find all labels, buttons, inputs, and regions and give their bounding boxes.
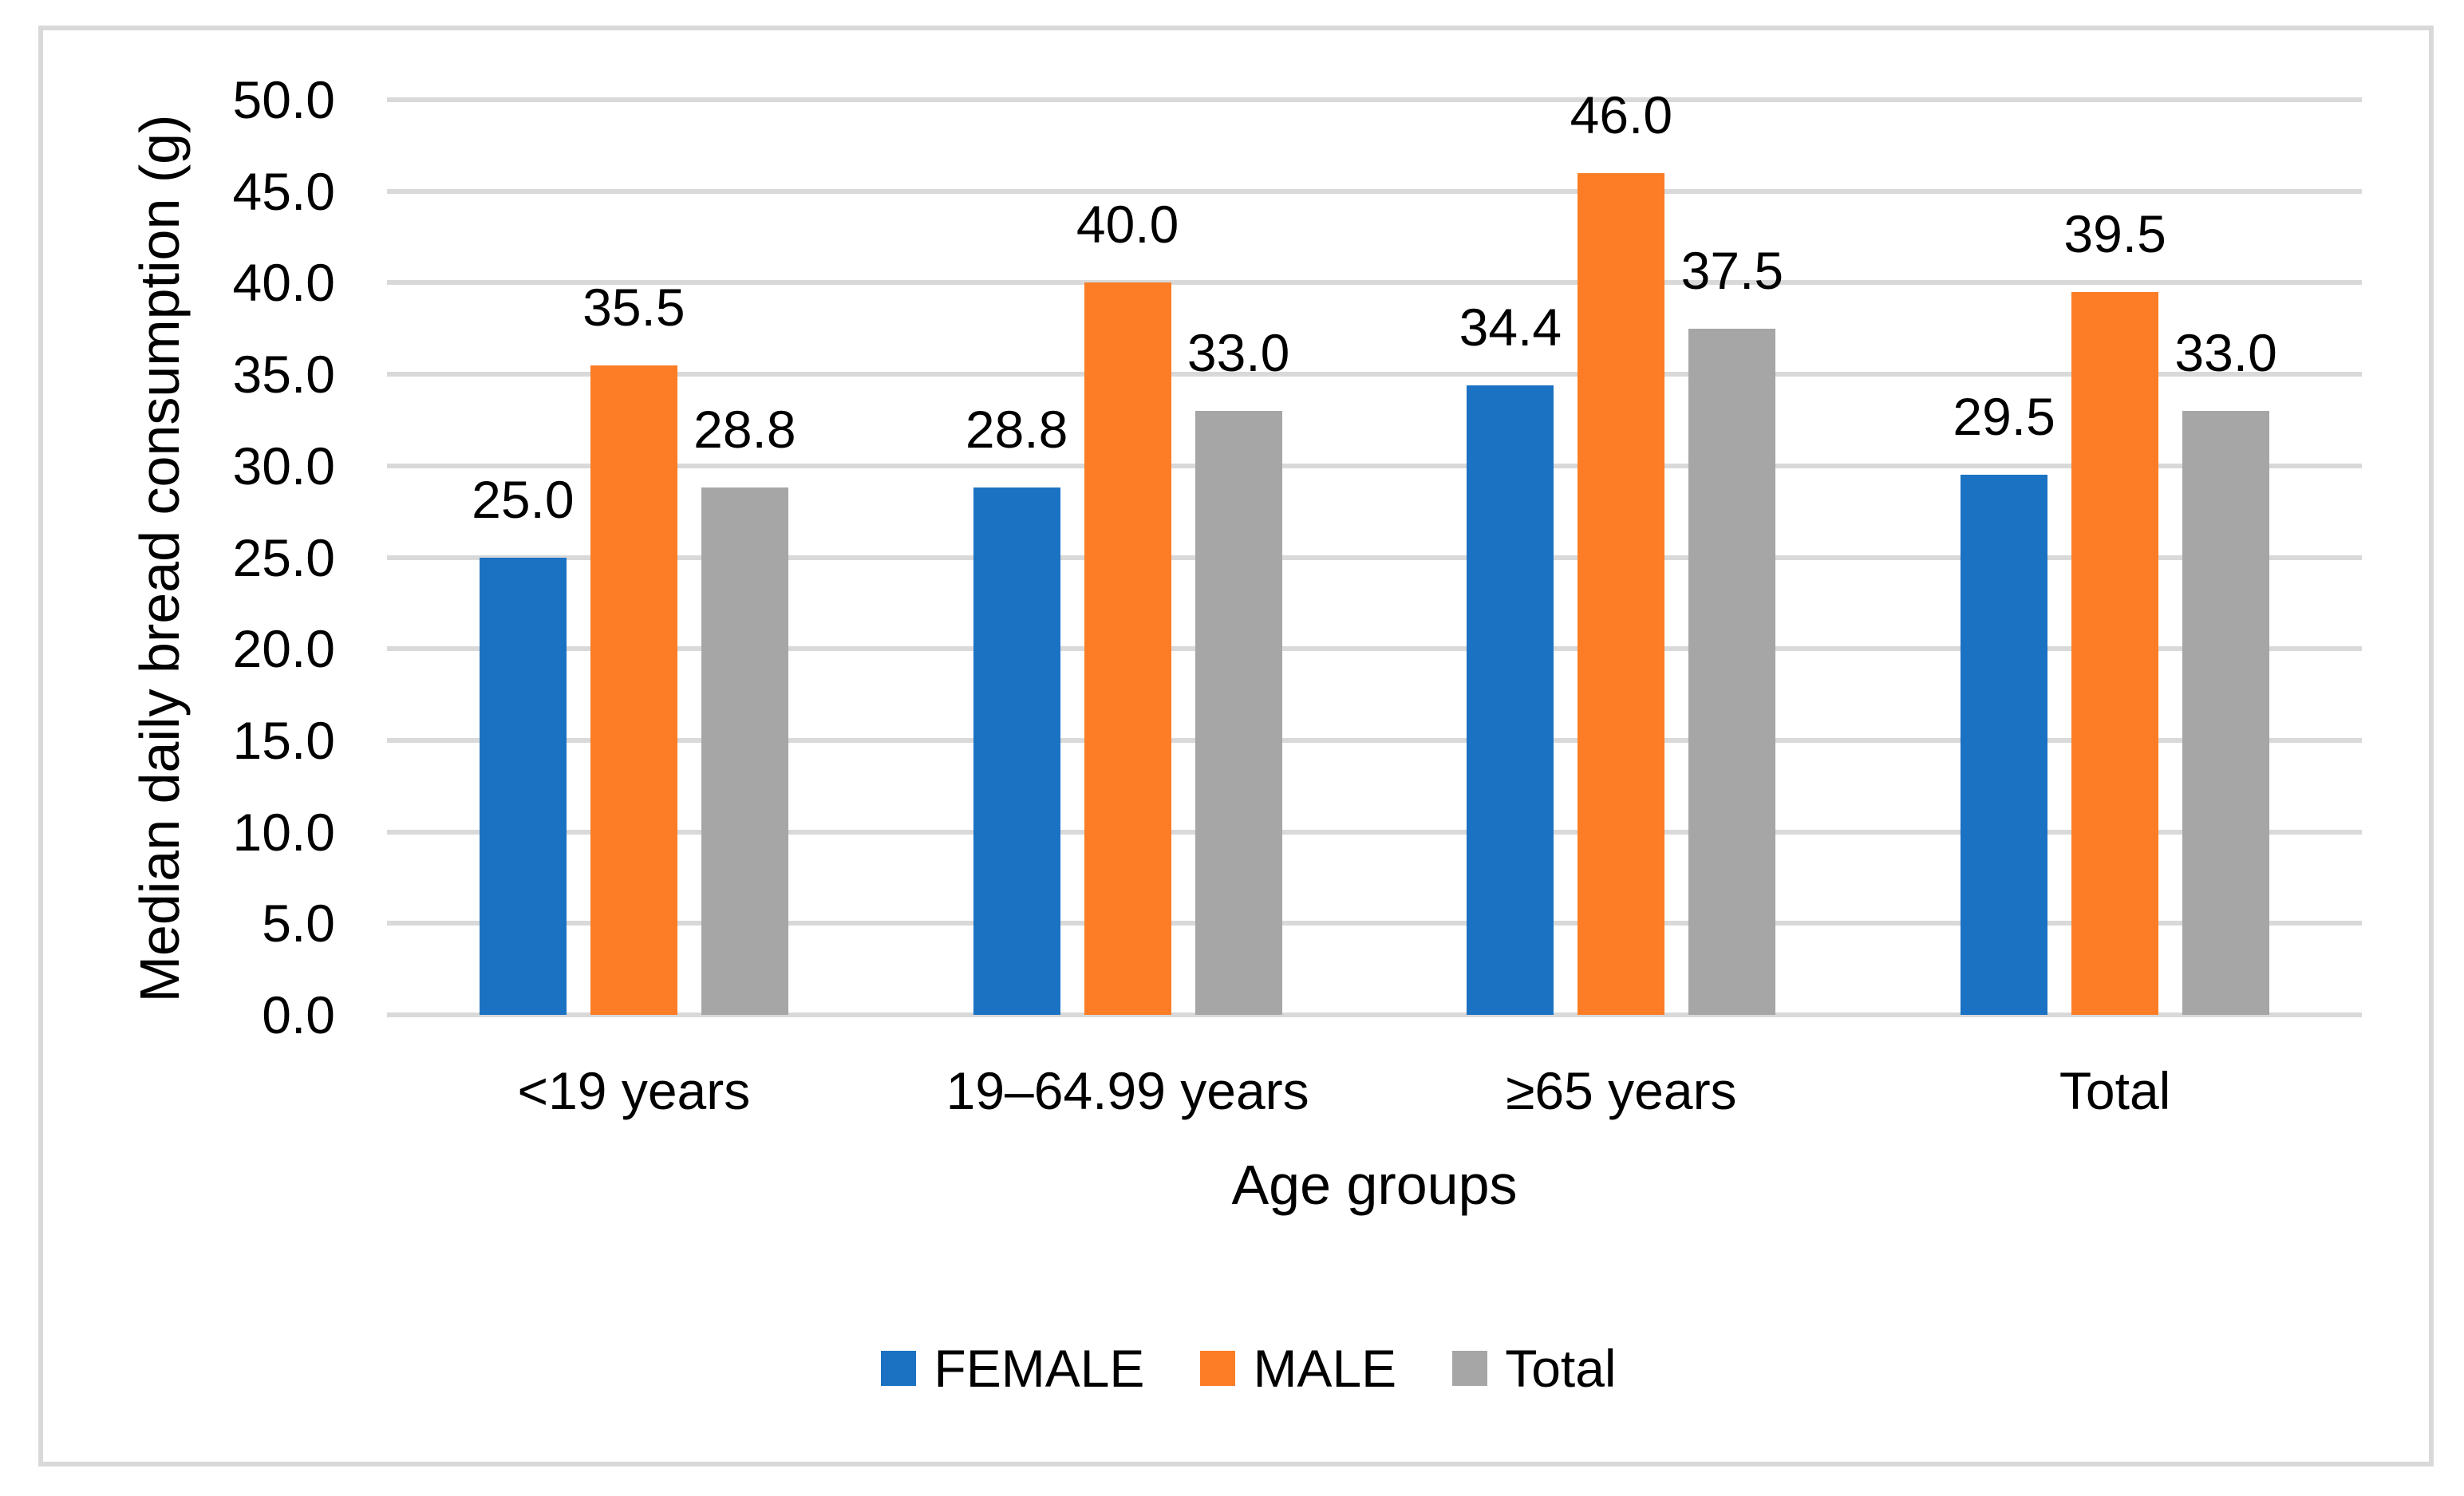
x-tick-label: 19–64.99 years [946,1061,1309,1120]
bar-value-label: 37.5 [1680,240,1784,300]
y-tick-label: 25.0 [232,527,335,587]
bar-value-label: 46.0 [1570,85,1673,144]
x-tick-label: ≥65 years [1506,1061,1737,1120]
y-tick-label: 45.0 [232,161,335,221]
bar-value-label: 25.0 [472,469,575,529]
gridline [387,555,2362,560]
gridline [387,188,2362,194]
gridline [387,280,2362,286]
bar-male [590,365,677,1015]
gridline [387,829,2362,835]
figure-border [38,26,2434,1466]
y-tick-label: 10.0 [232,802,335,862]
y-tick-label: 35.0 [232,345,335,405]
y-tick-label: 15.0 [232,710,335,770]
legend-item-total: Total [1452,1339,1617,1398]
legend-swatch-icon [1200,1351,1236,1386]
x-tick-label: Total [2059,1061,2171,1120]
y-tick-label: 40.0 [232,253,335,313]
x-axis-line [387,1012,2362,1017]
legend-label: FEMALE [934,1339,1145,1398]
x-axis-title: Age groups [1231,1154,1518,1216]
gridline [387,737,2362,743]
bar-value-label: 29.5 [1953,387,2055,447]
gridline [387,921,2362,926]
legend-label: MALE [1253,1339,1397,1398]
bar-value-label: 40.0 [1076,195,1179,255]
x-tick-label: <19 years [517,1061,751,1120]
bar-total [2182,410,2270,1015]
legend-label: Total [1505,1339,1617,1398]
gridline [387,97,2362,102]
gridline [387,646,2362,652]
y-tick-label: 0.0 [262,985,335,1044]
legend-swatch-icon [881,1351,917,1386]
bar-value-label: 28.8 [965,400,1068,460]
bar-value-label: 35.5 [582,277,685,337]
bar-male [2071,291,2159,1015]
bar-value-label: 33.0 [1187,322,1290,382]
bar-male [1084,282,1171,1015]
bar-female [1961,475,2048,1015]
bar-total [1688,328,1776,1015]
bar-total [1194,410,1282,1015]
bar-female [973,487,1060,1015]
y-tick-label: 50.0 [232,70,335,129]
legend-item-female: FEMALE [881,1342,1144,1395]
bar-total [701,487,788,1015]
y-tick-label: 20.0 [232,619,335,679]
legend-item-male: MALE [1200,1342,1396,1395]
legend: FEMALE MALE Total [17,1342,2464,1395]
legend-swatch-icon [1452,1351,1488,1386]
y-tick-label: 30.0 [232,436,335,495]
bar-female [479,557,567,1015]
plot-area: 25.0 35.5 28.8 28.8 40.0 33.0 34.4 46.0 37.5 29.5… [387,89,2362,1017]
gridline [387,372,2362,377]
bar-value-label: 39.5 [2063,203,2166,263]
bar-value-label: 34.4 [1459,297,1562,357]
bar-value-label: 28.8 [693,400,796,460]
gridline [387,463,2362,468]
bar-value-label: 33.0 [2174,322,2277,382]
y-tick-label: 5.0 [262,894,335,953]
bar-female [1467,385,1554,1015]
bar-male [1578,172,1665,1015]
